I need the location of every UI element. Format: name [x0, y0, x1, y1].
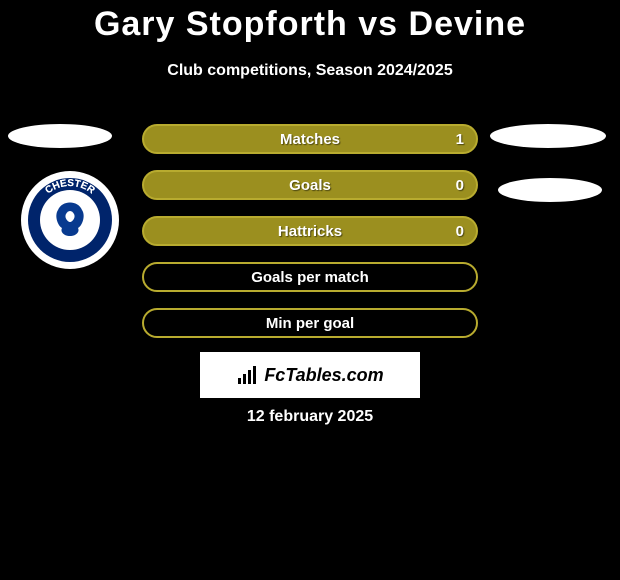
stat-label: Matches [280, 131, 340, 148]
player-left-placeholder [8, 124, 112, 148]
stat-label: Goals [289, 177, 331, 194]
bar-chart-icon [236, 364, 258, 386]
fctables-label: FcTables.com [264, 365, 383, 386]
player-right-placeholder-1 [490, 124, 606, 148]
stat-value: 0 [456, 223, 464, 240]
stat-label: Hattricks [278, 223, 342, 240]
stat-label: Min per goal [266, 315, 354, 332]
stat-value: 1 [456, 131, 464, 148]
stat-value: 0 [456, 177, 464, 194]
fctables-logo: FcTables.com [200, 352, 420, 398]
date-label: 12 february 2025 [0, 408, 620, 426]
stat-row: Hattricks 0 [142, 216, 478, 246]
stat-row: Matches 1 [142, 124, 478, 154]
page-title: Gary Stopforth vs Devine [0, 5, 620, 44]
stat-label: Goals per match [251, 269, 369, 286]
stat-row: Min per goal [142, 308, 478, 338]
subtitle: Club competitions, Season 2024/2025 [0, 62, 620, 80]
container: Gary Stopforth vs Devine Club competitio… [0, 0, 620, 580]
player-right-placeholder-2 [498, 178, 602, 202]
club-crest: CHESTER CHESTER [20, 170, 120, 270]
stat-row: Goals per match [142, 262, 478, 292]
stat-row: Goals 0 [142, 170, 478, 200]
